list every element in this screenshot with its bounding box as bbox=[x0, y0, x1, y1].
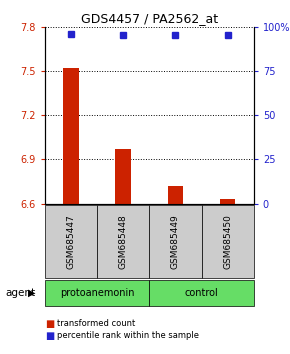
Bar bbox=[168, 186, 183, 204]
Bar bbox=[115, 149, 131, 204]
Text: protoanemonin: protoanemonin bbox=[60, 288, 134, 298]
Text: ■: ■ bbox=[45, 319, 54, 329]
Text: percentile rank within the sample: percentile rank within the sample bbox=[57, 331, 199, 340]
Text: control: control bbox=[185, 288, 218, 298]
Text: transformed count: transformed count bbox=[57, 319, 135, 329]
Text: GSM685449: GSM685449 bbox=[171, 214, 180, 269]
Text: agent: agent bbox=[6, 288, 36, 298]
Text: GSM685450: GSM685450 bbox=[223, 214, 232, 269]
Title: GDS4457 / PA2562_at: GDS4457 / PA2562_at bbox=[81, 12, 218, 25]
Text: ■: ■ bbox=[45, 331, 54, 341]
Text: GSM685447: GSM685447 bbox=[66, 214, 76, 269]
Bar bbox=[63, 68, 79, 204]
Bar bbox=[220, 199, 235, 204]
Text: ▶: ▶ bbox=[28, 288, 36, 298]
Text: GSM685448: GSM685448 bbox=[119, 214, 128, 269]
